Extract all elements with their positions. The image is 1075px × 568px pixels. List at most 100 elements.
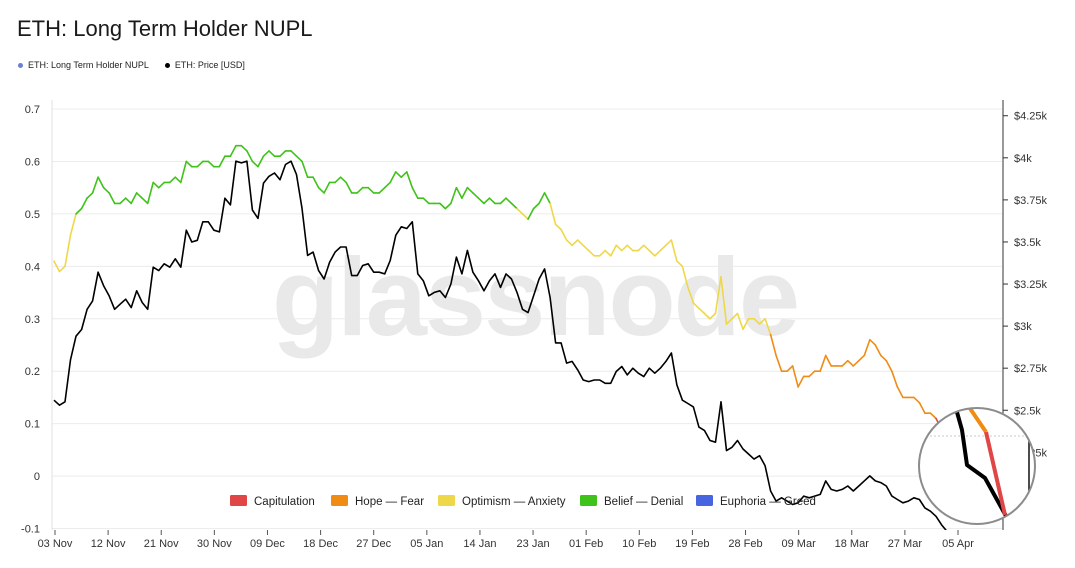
phase-label: Belief — Denial: [604, 496, 683, 508]
nupl-segment: [323, 181, 331, 194]
left-tick-label: 0.6: [25, 156, 40, 168]
nupl-segment: [659, 244, 667, 252]
grid-lines: [52, 108, 1002, 530]
right-tick-label: $2.5k: [1014, 405, 1041, 417]
nupl-segment: [742, 317, 750, 331]
nupl-segment: [841, 359, 849, 367]
nupl-segment: [246, 150, 254, 163]
nupl-segment: [510, 202, 518, 210]
legend-price[interactable]: ETH: Price [USD]: [164, 60, 245, 70]
nupl-segment: [764, 317, 772, 336]
nupl-segment: [532, 202, 540, 210]
nupl-segment: [135, 192, 143, 199]
nupl-segment: [268, 150, 276, 157]
nupl-segment: [317, 186, 325, 194]
x-tick-label: 28 Feb: [728, 538, 762, 550]
nupl-segment: [516, 207, 524, 215]
nupl-segment: [731, 312, 739, 320]
x-tick-label: 23 Jan: [517, 538, 550, 550]
nupl-segment: [648, 249, 656, 257]
nupl-segment: [146, 181, 155, 205]
x-tick-label: 30 Nov: [197, 538, 232, 550]
left-tick-label: 0.5: [25, 209, 40, 221]
nupl-segment: [405, 171, 414, 189]
nupl-segment: [389, 171, 397, 184]
nupl-segment: [466, 186, 474, 194]
nupl-segment: [477, 197, 485, 205]
nupl-segment: [483, 197, 491, 205]
nupl-segment: [400, 171, 408, 178]
x-tick-label: 21 Nov: [144, 538, 179, 550]
phase-swatch: [331, 495, 348, 506]
nupl-segment: [681, 265, 689, 289]
x-axis: 03 Nov 12 Nov 21 Nov 30 Nov 09 Dec 18 Dec 27 D…: [38, 100, 974, 550]
x-tick-label: 18 Dec: [303, 538, 338, 550]
nupl-segment: [521, 213, 529, 220]
nupl-segment: [290, 150, 298, 157]
nupl-segment: [598, 249, 607, 257]
nupl-segment: [339, 176, 347, 184]
nupl-segment: [312, 176, 320, 189]
nupl-segment: [488, 197, 496, 205]
magnifier-inset: [918, 407, 1036, 525]
legend-nupl-label: ETH: Long Term Holder NUPL: [28, 60, 149, 70]
nupl-segment: [229, 144, 237, 157]
nupl-segment: [791, 365, 799, 388]
nupl-segment: [637, 244, 645, 252]
nupl-segment: [665, 239, 673, 247]
right-tick-label: $3.75k: [1014, 195, 1048, 207]
phase-swatch: [438, 495, 455, 506]
x-tick-label: 19 Feb: [675, 538, 709, 550]
nupl-segment: [891, 370, 899, 388]
nupl-segment: [444, 202, 452, 210]
legend-price-swatch: [164, 62, 170, 68]
nupl-segment: [80, 197, 88, 210]
nupl-segment: [620, 244, 629, 252]
nupl-segment: [819, 354, 827, 372]
nupl-segment: [560, 228, 568, 241]
nupl-segment: [301, 160, 309, 178]
left-tick-label: 0.7: [25, 104, 40, 116]
nupl-segment: [75, 207, 83, 215]
legend-price-label: ETH: Price [USD]: [174, 60, 245, 70]
left-tick-label: -0.1: [21, 524, 40, 536]
nupl-segment: [852, 359, 860, 367]
x-tick-label: 09 Mar: [782, 538, 817, 550]
right-tick-label: $3k: [1014, 321, 1032, 333]
nupl-segment: [174, 176, 182, 184]
nupl-segment: [168, 176, 177, 184]
nupl-segment: [130, 192, 138, 205]
nupl-segment: [64, 234, 72, 268]
nupl-segment: [251, 160, 259, 168]
nupl-segment: [885, 359, 893, 372]
nupl-segment: [461, 186, 469, 199]
nupl-segment: [769, 333, 777, 357]
nupl-segment: [196, 160, 204, 168]
x-tick-label: 01 Feb: [569, 538, 603, 550]
nupl-segment: [543, 192, 551, 205]
nupl-segment: [587, 249, 595, 257]
nupl-segment: [119, 197, 127, 205]
nupl-segment: [698, 307, 706, 315]
nupl-segment: [863, 338, 871, 357]
nupl-segment: [604, 249, 612, 257]
right-tick-label: $2.75k: [1014, 363, 1048, 375]
nupl-segment: [874, 344, 882, 357]
nupl-segment: [736, 312, 744, 331]
nupl-segment: [571, 239, 579, 247]
legend-nupl[interactable]: ETH: Long Term Holder NUPL: [18, 60, 149, 70]
nupl-segment: [218, 155, 226, 168]
right-tick-label: $3.25k: [1014, 279, 1048, 291]
left-axis: -0.1 0 0.1 0.2 0.3 0.4 0.5 0.6 0.7: [21, 104, 40, 536]
magnifier-price-line: [953, 408, 1008, 517]
nupl-segment: [527, 207, 535, 220]
nupl-segment: [609, 244, 618, 257]
phase-label: Euphoria — Greed: [720, 496, 816, 508]
right-tick-label: $4k: [1014, 153, 1032, 165]
nupl-segment: [124, 197, 132, 205]
price-line: [53, 160, 947, 530]
nupl-segment: [896, 386, 904, 399]
left-tick-label: 0.2: [25, 366, 40, 378]
nupl-segment: [334, 176, 342, 184]
nupl-segment: [157, 181, 166, 189]
